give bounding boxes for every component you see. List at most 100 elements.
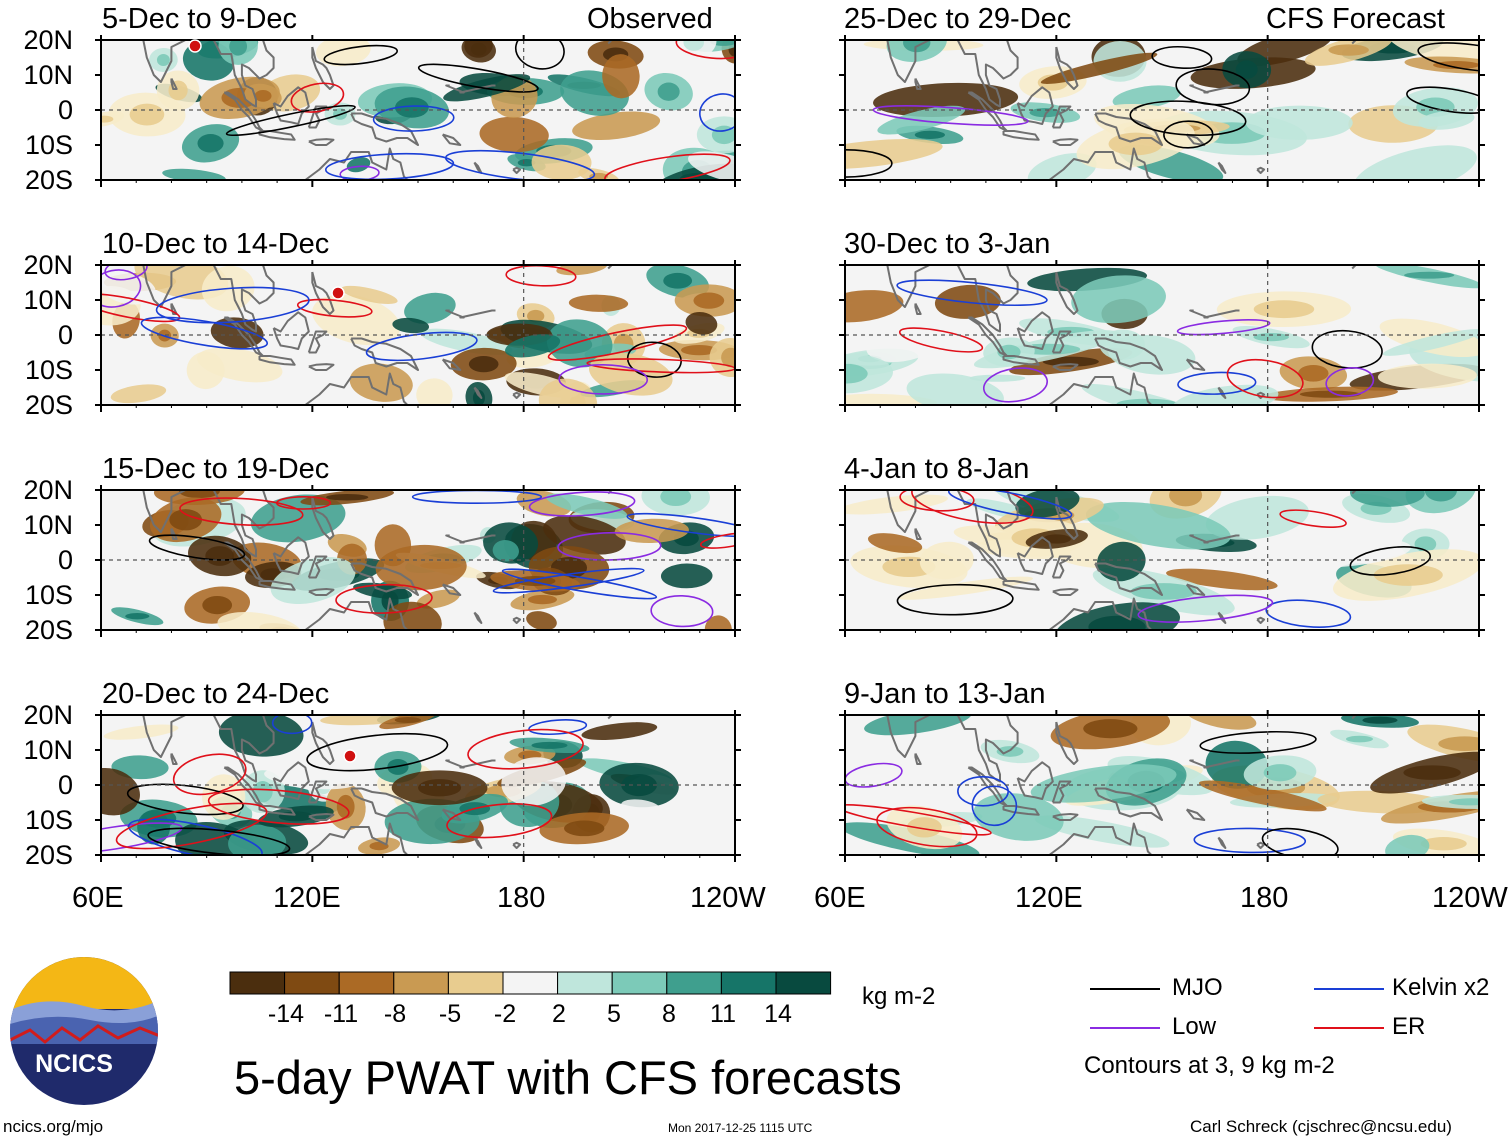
panel-6 xyxy=(839,260,1485,412)
coastline xyxy=(311,46,335,90)
contour-kelvin-x2 xyxy=(140,316,269,350)
anomaly-core xyxy=(252,781,273,803)
coastline xyxy=(886,265,930,308)
coastline xyxy=(311,721,335,765)
anomaly-core xyxy=(125,613,150,620)
colorbar-swatch xyxy=(284,971,340,995)
coastline xyxy=(445,759,496,769)
coastline xyxy=(308,363,335,371)
lat-label: 20N xyxy=(23,700,73,730)
anomaly-core xyxy=(1042,356,1099,367)
colorbar-tick-label: 8 xyxy=(662,1000,676,1028)
coastline xyxy=(307,555,328,579)
coastline xyxy=(607,715,613,720)
anomaly-core xyxy=(527,594,557,605)
colorbar-swatch xyxy=(611,971,668,995)
anomaly-blob xyxy=(479,116,549,153)
anomaly-core xyxy=(681,345,718,356)
lat-label: 10S xyxy=(24,805,73,835)
footer-url[interactable]: ncics.org/mjo xyxy=(3,1117,104,1136)
colorbar-tick-label: 5 xyxy=(607,1000,621,1028)
contour-low xyxy=(650,595,714,628)
contour-er xyxy=(675,40,735,60)
panel-3 xyxy=(95,485,741,637)
panel-title-obs-3: 15-Dec to 19-Dec xyxy=(102,453,330,485)
colorbar-swatch xyxy=(338,971,395,995)
anomaly-blob xyxy=(602,54,640,99)
anomaly-core xyxy=(1404,271,1455,279)
anomaly-blob xyxy=(101,767,140,816)
coastline xyxy=(311,271,335,315)
anomaly-blob xyxy=(186,351,225,390)
lon-label: 120E xyxy=(273,882,341,914)
contour-er xyxy=(1226,358,1304,399)
anomaly-blob xyxy=(845,139,943,170)
contour-er xyxy=(115,802,268,850)
coastline xyxy=(1189,534,1240,544)
anomaly-blob xyxy=(1112,85,1181,110)
coastline xyxy=(307,330,328,354)
contour-er xyxy=(335,583,433,614)
contour-mjo xyxy=(306,732,449,772)
anomaly-blob xyxy=(1099,329,1146,360)
anomaly-blob xyxy=(217,611,303,630)
coastline xyxy=(308,588,335,596)
anomaly-core xyxy=(1083,719,1138,739)
coastline xyxy=(1256,616,1266,624)
coastline xyxy=(1016,311,1054,350)
panel-title-obs-1: 5-Dec to 9-Dec xyxy=(102,3,298,35)
anomaly-blob xyxy=(375,544,467,591)
contour-er xyxy=(845,804,992,836)
coastline xyxy=(445,84,496,94)
anomaly-blob xyxy=(695,753,726,794)
contour-mjo xyxy=(147,827,291,855)
anomaly-blob xyxy=(572,111,661,141)
anomaly-blob xyxy=(416,378,453,405)
contour-er xyxy=(898,327,984,353)
anomaly-blob xyxy=(873,82,1019,117)
logo-line xyxy=(10,1024,158,1044)
coastline xyxy=(258,130,296,141)
coastline xyxy=(1055,271,1079,315)
anomaly-core xyxy=(1448,798,1479,806)
lat-label: 10S xyxy=(24,130,73,160)
coastline xyxy=(1094,112,1163,146)
anomaly-core xyxy=(517,159,536,167)
anomaly-core xyxy=(914,130,946,139)
coastline xyxy=(441,808,462,821)
contour-er xyxy=(1279,509,1347,529)
coastline xyxy=(1002,805,1040,816)
contour-kelvin-x2 xyxy=(896,279,1048,307)
anomaly-core xyxy=(202,595,233,615)
contour-kelvin-x2 xyxy=(271,715,313,735)
coastline xyxy=(1217,836,1227,849)
coastline xyxy=(1189,84,1240,94)
anomaly-blob xyxy=(973,793,1064,841)
colorbar-swatch xyxy=(502,971,559,995)
colorbar-tick-label: 14 xyxy=(764,1000,792,1028)
contour-low xyxy=(1176,319,1271,336)
anomaly-core xyxy=(906,817,942,838)
coastline xyxy=(1256,841,1266,849)
anomaly-blob xyxy=(492,540,519,562)
anomaly-core xyxy=(1424,490,1457,502)
lat-label: 0 xyxy=(57,545,73,575)
anomaly-core xyxy=(254,89,272,102)
coastline xyxy=(212,715,275,783)
anomaly-core xyxy=(845,363,868,384)
anomaly-blob xyxy=(1353,145,1477,180)
contour-mjo xyxy=(1417,42,1479,73)
anomaly-core xyxy=(1373,564,1443,586)
coastline xyxy=(350,562,419,596)
coastline xyxy=(212,265,275,333)
coastline xyxy=(1051,780,1072,804)
anomaly-core xyxy=(229,40,248,56)
contour-er xyxy=(172,753,247,796)
colorbar-units: kg m-2 xyxy=(862,983,936,1010)
coastline xyxy=(1351,715,1357,720)
anomaly-blob xyxy=(505,334,561,358)
lat-label: 20N xyxy=(23,475,73,505)
lat-label: 0 xyxy=(57,770,73,800)
colorbar xyxy=(229,971,832,995)
